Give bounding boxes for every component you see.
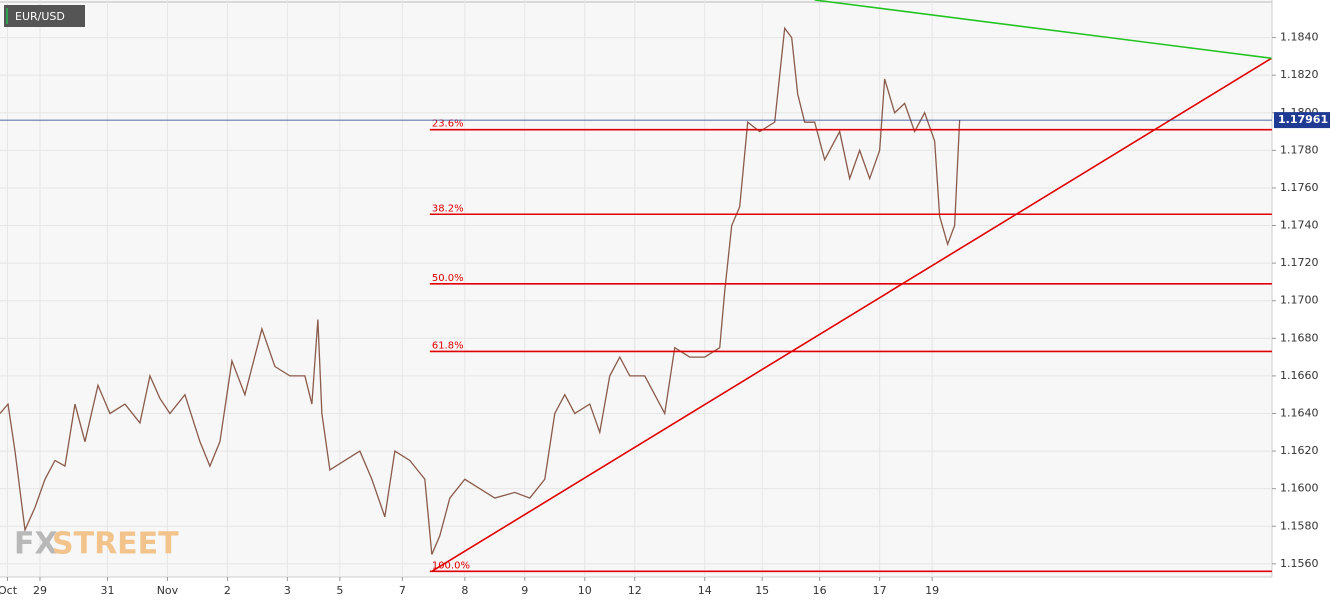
x-tick-label: 9 [521,584,528,597]
y-tick-label: 1.1640 [1280,406,1319,419]
x-tick-label: 3 [284,584,291,597]
fib-label: 61.8% [432,340,464,351]
y-tick-label: 1.1820 [1280,68,1319,81]
fib-label: 100.0% [432,560,470,571]
trendline [431,57,1272,573]
plot-area [0,0,1272,577]
watermark-fx: FX [14,527,58,562]
x-tick-label: 29 [33,584,47,597]
x-tick-label: 17 [873,584,887,597]
x-tick-label: 14 [698,584,712,597]
x-tick-label: 5 [336,584,343,597]
y-tick-label: 1.1600 [1280,482,1319,495]
x-tick-label: 12 [628,584,642,597]
x-tick-label: 31 [100,584,114,597]
x-tick-label: 8 [461,584,468,597]
y-tick-label: 1.1680 [1280,331,1319,344]
fib-label: 38.2% [432,203,464,214]
x-tick-label: Oct [0,584,18,597]
y-tick-label: 1.1760 [1280,181,1319,194]
y-tick-label: 1.1740 [1280,219,1319,232]
y-tick-label: 1.1780 [1280,143,1319,156]
x-tick-label: Nov [157,584,179,597]
chart-title: EUR/USD [15,10,65,23]
x-tick-label: 19 [925,584,939,597]
current-price-box [1274,112,1330,129]
marks: 23.6% 38.2% 50.0% 61.8% 100.0% [0,0,1272,573]
watermark-street: STREET [52,527,179,562]
fib-label: 23.6% [432,119,464,130]
y-tick-label: 1.1700 [1280,294,1319,307]
y-tick-label: 1.1840 [1280,31,1319,44]
x-tick-label: 10 [578,584,592,597]
x-tick-label: 16 [813,584,827,597]
x-tick-label: 7 [399,584,406,597]
y-tick-label: 1.1720 [1280,256,1319,269]
price-line [0,26,961,555]
x-tick-label: 2 [224,584,231,597]
trendline [814,0,1272,60]
symbol-marker [6,8,8,24]
current-price-label: 1.17961 [1278,113,1328,126]
x-tick-label: 15 [755,584,769,597]
y-tick-label: 1.1660 [1280,369,1319,382]
fib-label: 50.0% [432,273,464,284]
y-tick-label: 1.1560 [1280,557,1319,570]
y-tick-label: 1.1580 [1280,519,1319,532]
symbol-box [4,5,85,27]
y-tick-label: 1.1620 [1280,444,1319,457]
